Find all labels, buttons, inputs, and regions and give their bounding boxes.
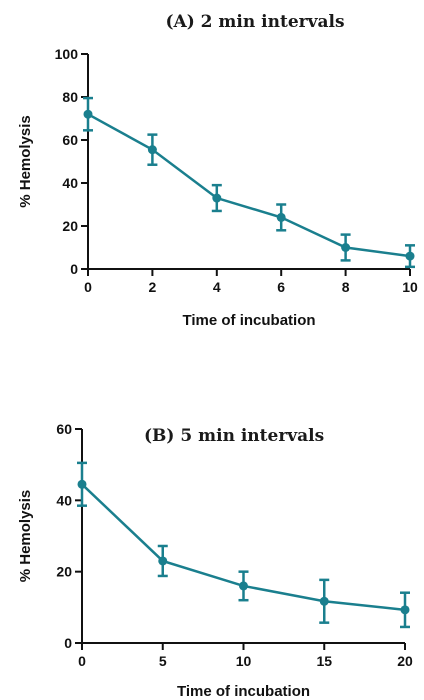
y-tick-label: 20 — [62, 218, 78, 234]
x-axis-title: Time of incubation — [177, 683, 310, 700]
y-tick-label: 60 — [56, 421, 72, 437]
x-tick-label: 10 — [402, 279, 418, 295]
y-axis-title: % Hemolysis — [17, 490, 34, 583]
data-point — [405, 251, 415, 261]
data-point — [212, 193, 222, 203]
data-point — [147, 145, 157, 155]
y-axis-title: % Hemolysis — [17, 115, 34, 208]
data-point — [77, 479, 87, 489]
x-axis-title: Time of incubation — [182, 312, 315, 329]
y-tick-label: 100 — [55, 46, 79, 62]
x-tick-label: 8 — [342, 279, 350, 295]
y-tick-label: 80 — [62, 89, 78, 105]
data-point — [239, 581, 248, 591]
data-point — [341, 243, 351, 252]
x-tick-label: 10 — [236, 653, 252, 669]
x-tick-label: 4 — [213, 279, 221, 295]
chart-title: (A) 2 min intervals — [165, 12, 344, 32]
data-point — [83, 109, 93, 119]
data-point — [319, 596, 329, 606]
x-tick-label: 20 — [397, 653, 413, 669]
chart-title: (B) 5 min intervals — [144, 426, 324, 446]
y-tick-label: 40 — [56, 492, 72, 508]
y-tick-label: 40 — [62, 175, 78, 191]
x-tick-label: 0 — [84, 279, 92, 295]
x-tick-label: 15 — [316, 653, 332, 669]
x-tick-label: 0 — [78, 653, 86, 669]
x-tick-label: 6 — [277, 279, 285, 295]
y-tick-label: 60 — [62, 132, 78, 148]
data-point — [400, 605, 410, 615]
data-point — [158, 556, 168, 566]
chart-panel-1: (B) 5 min intervals 0 20 40 60 0 5 10 15 20 Time o… — [17, 421, 413, 700]
series-line — [87, 113, 411, 258]
y-tick-label: 20 — [56, 564, 72, 580]
data-point — [276, 212, 286, 222]
x-tick-label: 2 — [149, 279, 157, 295]
chart-panel-0: (A) 2 min intervals 0 20 40 60 80 100 0 2 4 6 8 10 Ti… — [17, 12, 418, 329]
y-tick-label: 0 — [70, 261, 78, 277]
y-tick-label: 0 — [64, 635, 72, 651]
x-tick-label: 5 — [159, 653, 167, 669]
